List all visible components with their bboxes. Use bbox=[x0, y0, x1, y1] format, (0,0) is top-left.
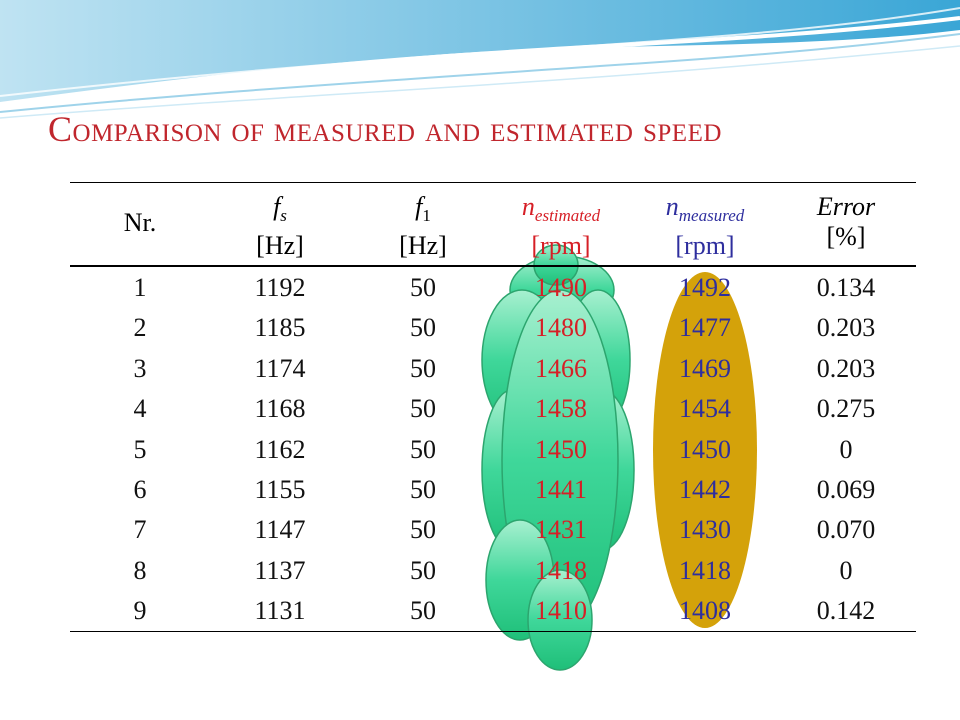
cell-n-estimated: 1431 bbox=[535, 515, 587, 545]
header-n-estimated-symbol: nestimated bbox=[521, 192, 601, 226]
cell-f1: 50 bbox=[410, 475, 436, 504]
cell-n-measured: 1418 bbox=[679, 555, 731, 585]
table-top-rule bbox=[70, 182, 916, 183]
header-fs-unit: [Hz] bbox=[256, 231, 304, 261]
cell-f1: 50 bbox=[410, 555, 436, 585]
cell-nr: 4 bbox=[133, 394, 147, 424]
cell-n-measured: 1450 bbox=[679, 434, 731, 464]
cell-n-measured: 1454 bbox=[679, 394, 731, 424]
cell-n-measured: 1408 bbox=[679, 596, 731, 626]
cell-n-estimated: 1410 bbox=[535, 596, 587, 626]
header-n-measured: nmeasured [rpm] bbox=[635, 192, 775, 261]
cell-nr: 5 bbox=[133, 434, 147, 464]
header-error-unit: [%] bbox=[826, 222, 866, 251]
cell-f1: 50 bbox=[410, 273, 436, 302]
header-f1-unit: [Hz] bbox=[399, 231, 447, 261]
cell-n-estimated: 1466 bbox=[535, 353, 587, 383]
cell-n-estimated: 1450 bbox=[535, 434, 587, 464]
cell-nr: 1 bbox=[133, 273, 147, 302]
cell-fs: 1155 bbox=[254, 475, 306, 504]
cell-n-estimated: 1480 bbox=[535, 313, 587, 343]
title-first-letter: C bbox=[48, 109, 73, 149]
table-header-rule bbox=[70, 265, 916, 267]
cell-fs: 1162 bbox=[254, 434, 306, 464]
cell-nr: 8 bbox=[133, 555, 147, 585]
header-f1-symbol: f1 bbox=[415, 192, 431, 226]
header-nr: Nr. bbox=[123, 208, 157, 237]
cell-fs: 1137 bbox=[254, 555, 306, 585]
cell-f1: 50 bbox=[410, 596, 436, 626]
speed-comparison-table: Nr. fs [Hz] f1 [Hz] nestimated [rpm] nme… bbox=[70, 182, 916, 632]
cell-error: 0.142 bbox=[816, 596, 876, 626]
cell-n-estimated: 1418 bbox=[535, 555, 587, 585]
header-error-symbol: Error bbox=[816, 192, 876, 221]
header-n-estimated: nestimated [rpm] bbox=[491, 192, 631, 261]
cell-n-measured: 1430 bbox=[679, 515, 731, 545]
cell-nr: 7 bbox=[133, 515, 147, 545]
header-f1: f1 [Hz] bbox=[353, 192, 493, 261]
cell-f1: 50 bbox=[410, 515, 436, 545]
cell-n-measured: 1492 bbox=[679, 273, 731, 302]
header-n-measured-unit: [rpm] bbox=[675, 231, 735, 261]
cell-n-estimated: 1458 bbox=[535, 394, 587, 424]
cell-f1: 50 bbox=[410, 394, 436, 424]
table-bottom-rule bbox=[70, 631, 916, 632]
cell-n-measured: 1469 bbox=[679, 353, 731, 383]
slide-title: Comparison of measured and estimated spe… bbox=[48, 108, 722, 150]
cell-error: 0.275 bbox=[816, 394, 876, 424]
estimated-column-highlight bbox=[481, 244, 635, 671]
cell-fs: 1174 bbox=[254, 353, 306, 383]
cell-n-estimated: 1490 bbox=[535, 273, 587, 302]
cell-n-measured: 1477 bbox=[679, 313, 731, 343]
cell-error: 0.069 bbox=[816, 475, 876, 504]
cell-error: 0.203 bbox=[816, 313, 876, 343]
cell-fs: 1168 bbox=[254, 394, 306, 424]
header-n-measured-symbol: nmeasured bbox=[665, 192, 745, 226]
cell-f1: 50 bbox=[410, 434, 436, 464]
cell-error: 0.134 bbox=[816, 273, 876, 302]
cell-nr: 9 bbox=[133, 596, 147, 626]
cell-fs: 1147 bbox=[254, 515, 306, 545]
cell-fs: 1131 bbox=[254, 596, 306, 626]
header-fs: fs [Hz] bbox=[210, 192, 350, 261]
cell-error: 0.203 bbox=[816, 353, 876, 383]
header-error: Error [%] bbox=[776, 192, 916, 252]
cell-fs: 1192 bbox=[254, 273, 306, 302]
cell-error: 0.070 bbox=[816, 515, 876, 545]
cell-nr: 3 bbox=[133, 353, 147, 383]
cell-f1: 50 bbox=[410, 353, 436, 383]
cell-fs: 1185 bbox=[254, 313, 306, 343]
cell-n-measured: 1442 bbox=[679, 475, 731, 504]
cell-error: 0 bbox=[839, 434, 853, 464]
cell-nr: 6 bbox=[133, 475, 147, 504]
header-waves-decoration bbox=[0, 0, 960, 119]
cell-n-estimated: 1441 bbox=[535, 475, 587, 504]
title-rest: omparison of measured and estimated spee… bbox=[72, 109, 722, 149]
header-n-estimated-unit: [rpm] bbox=[531, 231, 591, 261]
cell-nr: 2 bbox=[133, 313, 147, 343]
cell-f1: 50 bbox=[410, 313, 436, 343]
measured-column-highlight bbox=[653, 272, 757, 628]
header-fs-symbol: fs bbox=[273, 192, 287, 226]
cell-error: 0 bbox=[839, 555, 853, 585]
